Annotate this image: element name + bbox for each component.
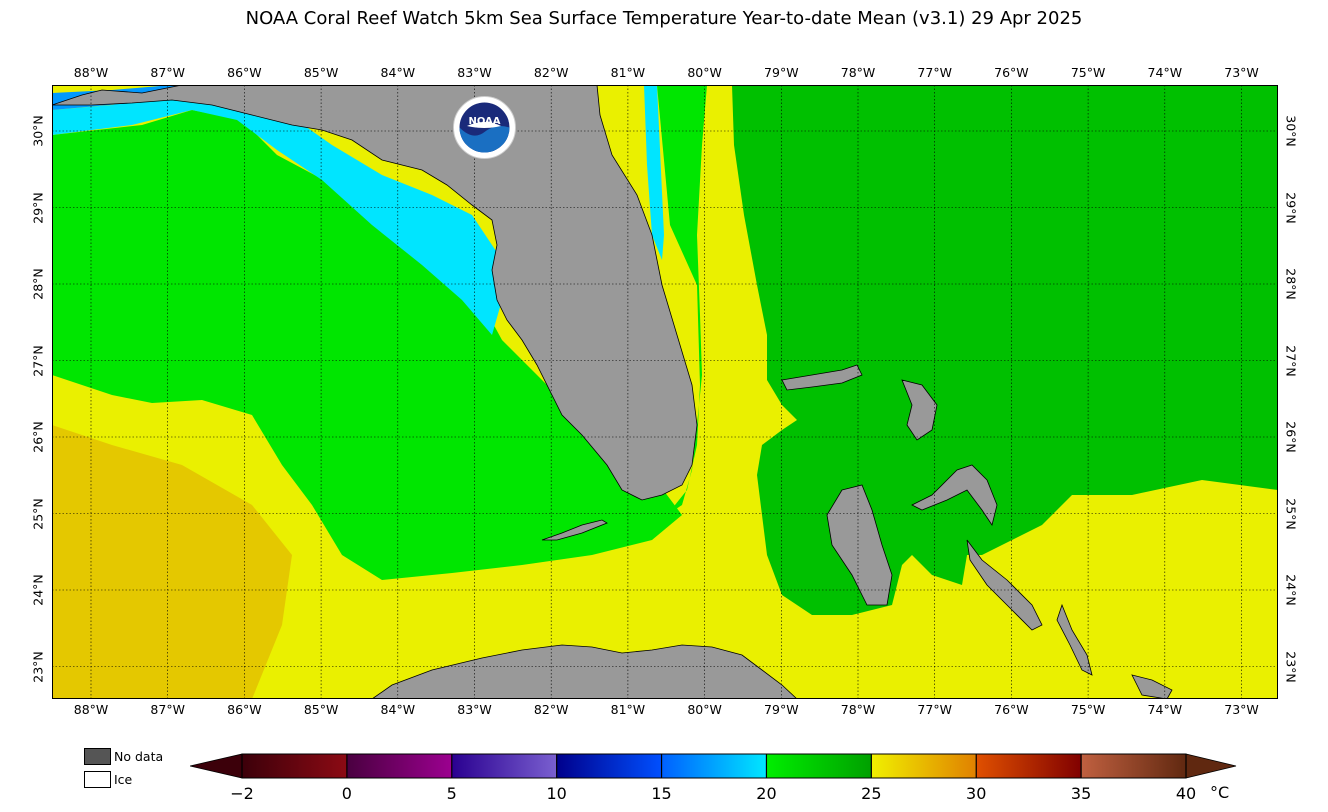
latitude-label: 24°N bbox=[1283, 574, 1299, 606]
land-eleuthera bbox=[911, 464, 998, 526]
ice-swatch bbox=[84, 771, 111, 788]
colorbar-tick-label: 15 bbox=[651, 784, 672, 803]
colorbar-tick-label: 25 bbox=[861, 784, 882, 803]
colorbar-segment bbox=[661, 754, 767, 778]
longitude-label: 87°W bbox=[150, 65, 185, 80]
colorbar-segment bbox=[871, 754, 977, 778]
colorbar-high-extension bbox=[1185, 753, 1237, 779]
colorbar-tick-label: 20 bbox=[756, 784, 777, 803]
longitude-label: 81°W bbox=[610, 65, 646, 80]
no-data-swatch bbox=[84, 748, 111, 765]
noaa-logo-icon: NOAA bbox=[453, 96, 516, 159]
longitude-label: 77°W bbox=[917, 65, 952, 80]
longitude-label: 78°W bbox=[840, 702, 876, 717]
land-abaco bbox=[901, 379, 938, 441]
ocean-atlantic-green bbox=[732, 85, 1278, 615]
longitude-label: 77°W bbox=[917, 702, 952, 717]
colorbar-tick-label: 0 bbox=[341, 784, 352, 803]
latitude-label: 30°N bbox=[1283, 115, 1299, 147]
colorbar-segment bbox=[346, 754, 453, 778]
longitude-label: 82°W bbox=[533, 702, 569, 717]
no-data-label: No data bbox=[114, 749, 164, 764]
longitude-label: 88°W bbox=[73, 65, 109, 80]
colorbar-unit: °C bbox=[1210, 783, 1230, 802]
longitude-label: 76°W bbox=[994, 65, 1029, 80]
longitude-label: 83°W bbox=[457, 702, 492, 717]
land-long-island bbox=[1056, 603, 1093, 676]
ocean-hot-patch bbox=[52, 425, 292, 699]
ice-label: Ice bbox=[114, 772, 133, 787]
latitude-label: 24°N bbox=[30, 574, 46, 606]
latitude-label: 28°N bbox=[30, 268, 46, 300]
longitude-label: 87°W bbox=[150, 702, 185, 717]
longitude-label: 75°W bbox=[1070, 65, 1106, 80]
colorbar-segment bbox=[242, 754, 348, 778]
longitude-label: 74°W bbox=[1147, 65, 1183, 80]
latitude-label: 29°N bbox=[1283, 191, 1299, 224]
land-cuba bbox=[371, 644, 798, 699]
latitude-label: 27°N bbox=[30, 344, 46, 377]
ocean-green-gulf bbox=[52, 110, 682, 580]
noaa-logo-text: NOAA bbox=[468, 116, 500, 127]
ocean-cool-shelf bbox=[52, 93, 502, 335]
longitude-label: 75°W bbox=[1070, 702, 1106, 717]
longitude-label: 74°W bbox=[1147, 702, 1183, 717]
map-border bbox=[52, 85, 1278, 699]
colorbar-tick-label: 40 bbox=[1175, 784, 1197, 803]
latitude-label: 25°N bbox=[30, 497, 46, 530]
colorbar-segment bbox=[766, 754, 872, 778]
latitude-label: 28°N bbox=[1283, 268, 1299, 300]
land-acklins bbox=[1131, 674, 1173, 699]
latitude-label: 27°N bbox=[1283, 344, 1299, 377]
land-andros bbox=[826, 484, 893, 606]
colorbar-segment bbox=[556, 754, 663, 778]
longitude-label: 84°W bbox=[380, 65, 416, 80]
latitude-label: 23°N bbox=[30, 650, 46, 683]
colorbar-tick-label: 10 bbox=[546, 784, 567, 803]
longitude-label: 80°W bbox=[687, 65, 722, 80]
temperature-colorbar bbox=[190, 753, 1237, 779]
ocean-cyan-strip bbox=[644, 85, 664, 260]
longitude-label: 76°W bbox=[994, 702, 1029, 717]
colorbar-tick-label: −2 bbox=[230, 784, 254, 803]
land-florida bbox=[52, 85, 698, 501]
longitude-label: 73°W bbox=[1224, 65, 1259, 80]
chart-title: NOAA Coral Reef Watch 5km Sea Surface Te… bbox=[245, 8, 1083, 29]
longitude-label: 81°W bbox=[610, 702, 646, 717]
longitude-label: 80°W bbox=[687, 702, 722, 717]
colorbar-segment bbox=[451, 754, 558, 778]
latitude-label: 26°N bbox=[1283, 421, 1299, 453]
longitude-label: 86°W bbox=[227, 702, 262, 717]
latitude-label: 23°N bbox=[1283, 650, 1299, 683]
longitude-label: 79°W bbox=[764, 702, 799, 717]
longitude-label: 73°W bbox=[1224, 702, 1259, 717]
colorbar-tick-label: 30 bbox=[966, 784, 987, 803]
land-grand-bahama bbox=[781, 364, 863, 391]
longitude-label: 85°W bbox=[303, 702, 339, 717]
longitude-label: 79°W bbox=[764, 65, 799, 80]
longitude-label: 85°W bbox=[303, 65, 339, 80]
colorbar-tick-label: 35 bbox=[1070, 784, 1092, 803]
longitude-label: 82°W bbox=[533, 65, 569, 80]
longitude-label: 78°W bbox=[840, 65, 876, 80]
ocean-coastal-green bbox=[644, 85, 707, 515]
longitude-label: 86°W bbox=[227, 65, 262, 80]
longitude-label: 88°W bbox=[73, 702, 109, 717]
land-florida-keys bbox=[541, 519, 608, 541]
colorbar-segment bbox=[1081, 754, 1187, 778]
sst-map bbox=[52, 85, 1278, 699]
longitude-label: 83°W bbox=[457, 65, 492, 80]
colorbar-low-extension bbox=[190, 753, 243, 779]
land-exumas bbox=[966, 539, 1043, 631]
colorbar-segment bbox=[976, 754, 1082, 778]
colorbar-tick-label: 5 bbox=[446, 784, 457, 803]
latitude-label: 29°N bbox=[30, 191, 46, 224]
latitude-label: 30°N bbox=[30, 115, 46, 147]
longitude-label: 84°W bbox=[380, 702, 416, 717]
latitude-label: 26°N bbox=[30, 421, 46, 453]
latitude-label: 25°N bbox=[1283, 497, 1299, 530]
